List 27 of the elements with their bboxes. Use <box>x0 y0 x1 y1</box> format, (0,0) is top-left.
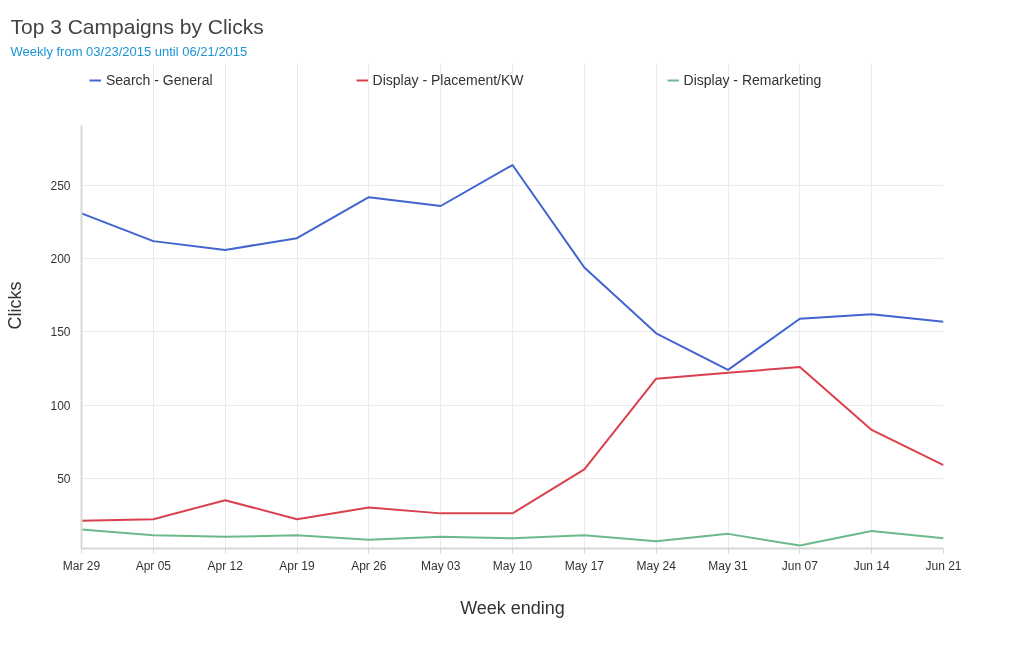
x-tick-label: Apr 26 <box>351 558 387 573</box>
x-tick-label: May 24 <box>636 558 677 573</box>
y-tick-label: 150 <box>50 325 71 340</box>
y-tick-label: 200 <box>50 252 71 267</box>
chart-subtitle: Weekly from 03/23/2015 until 06/21/2015 <box>10 43 248 59</box>
chart-title: Top 3 Campaigns by Clicks <box>10 14 264 38</box>
y-tick-label: 250 <box>50 179 71 194</box>
x-tick-label: Jun 07 <box>781 558 819 573</box>
x-tick-label: May 03 <box>420 558 461 573</box>
x-tick-label: Jun 21 <box>925 558 962 573</box>
legend-label: Display - Remarketing <box>683 71 822 90</box>
x-tick-label: Mar 29 <box>62 558 101 573</box>
x-tick-label: Apr 12 <box>207 558 244 573</box>
line-series <box>81 164 944 371</box>
x-axis-title: Week ending <box>460 597 565 618</box>
x-tick-label: Apr 05 <box>135 558 172 573</box>
legend-label: Search - General <box>106 71 213 90</box>
y-tick-label: 50 <box>57 471 71 486</box>
x-tick-label: May 10 <box>492 558 533 573</box>
x-tick-label: May 17 <box>564 558 605 573</box>
x-tick-label: Apr 19 <box>279 558 315 573</box>
y-axis-title: Clicks <box>5 281 26 330</box>
legend-label: Display - Placement/KW <box>372 71 524 90</box>
y-tick-label: 100 <box>50 398 71 413</box>
x-tick-label: Jun 14 <box>853 558 891 573</box>
line-series <box>81 366 944 522</box>
x-tick-label: May 31 <box>708 558 748 573</box>
